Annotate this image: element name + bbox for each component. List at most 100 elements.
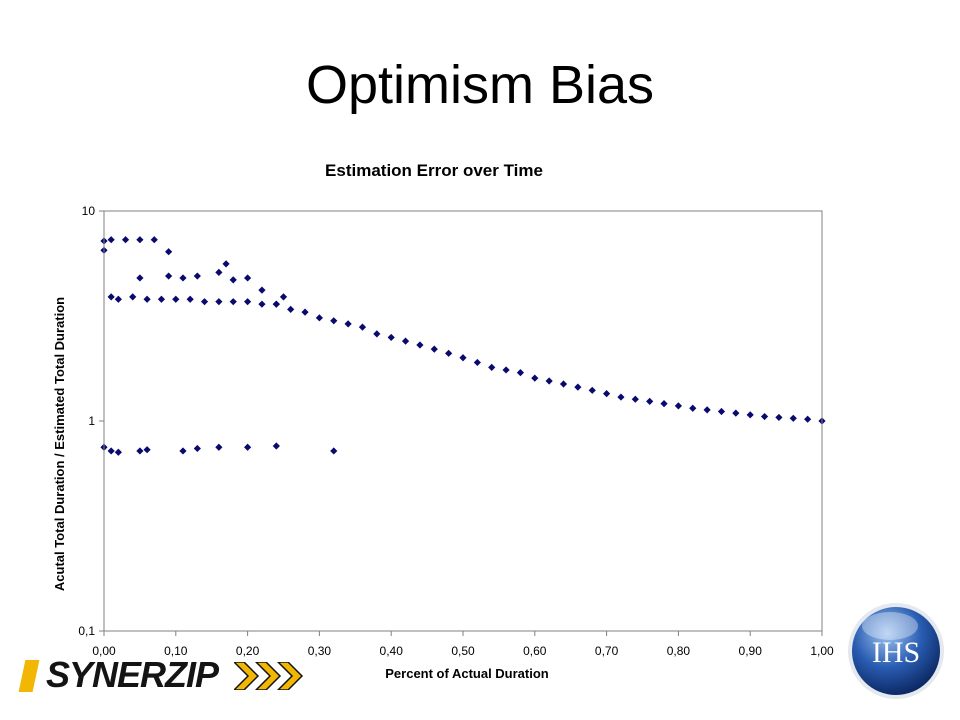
data-point <box>387 333 395 342</box>
data-point <box>703 406 711 414</box>
data-point <box>401 337 410 345</box>
data-point <box>287 305 295 313</box>
data-point <box>165 272 173 280</box>
data-point <box>473 358 481 367</box>
data-point <box>631 395 639 403</box>
data-point <box>193 444 201 453</box>
y-axis-title: Acutal Total Duration / Estimated Total … <box>52 297 67 591</box>
data-point <box>732 409 740 417</box>
data-point <box>531 374 539 382</box>
data-point <box>215 298 223 306</box>
ihs-logo-text: IHS <box>872 636 920 669</box>
data-point <box>279 293 288 301</box>
data-point <box>179 274 187 282</box>
synerzip-logo-text: SYNERZIP <box>46 654 219 695</box>
chart-title: Estimation Error over Time <box>325 161 543 180</box>
y-tick-label: 1 <box>88 414 95 428</box>
data-point <box>272 442 280 450</box>
synerzip-logo: SYNERZIP <box>18 654 304 696</box>
data-point <box>502 366 510 374</box>
data-point <box>143 295 151 303</box>
data-point <box>129 293 137 301</box>
data-point <box>646 397 654 405</box>
data-point <box>215 268 223 277</box>
data-point <box>358 323 367 331</box>
x-axis-title: Percent of Actual Duration <box>385 666 549 681</box>
data-point <box>804 415 812 423</box>
y-tick-label: 10 <box>82 204 96 218</box>
logo-bar-icon <box>18 660 40 692</box>
y-tick-label: 0,1 <box>78 624 95 638</box>
ihs-globe-icon: IHS <box>848 603 944 699</box>
data-point <box>172 295 180 303</box>
data-point <box>244 274 252 282</box>
data-point <box>603 390 611 398</box>
data-point <box>674 402 682 410</box>
data-point <box>200 298 209 306</box>
data-point <box>430 345 438 353</box>
data-point <box>588 386 596 394</box>
data-point <box>689 404 697 412</box>
x-tick-label: 0,00 <box>92 644 116 658</box>
data-point <box>157 295 166 303</box>
data-point <box>136 236 144 244</box>
data-point <box>315 314 323 322</box>
data-point <box>229 298 237 306</box>
data-point <box>330 447 338 455</box>
data-point <box>660 400 668 408</box>
data-point <box>136 447 144 455</box>
x-tick-label: 0,40 <box>380 644 404 658</box>
data-point <box>107 293 115 301</box>
x-tick-label: 0,30 <box>308 644 332 658</box>
data-point <box>165 248 173 256</box>
ihs-logo: IHS <box>846 596 946 706</box>
data-point <box>229 276 237 284</box>
data-point <box>717 407 726 416</box>
x-tick-label: 1,00 <box>810 644 834 658</box>
y-axis: 10 1 0,1 <box>78 204 104 638</box>
data-point <box>373 330 381 338</box>
x-tick-label: 0,60 <box>523 644 547 658</box>
data-point <box>215 443 223 451</box>
slide-title: Optimism Bias <box>305 55 655 115</box>
data-point <box>244 443 252 451</box>
data-point <box>222 260 230 268</box>
markers <box>100 236 826 456</box>
x-tick-label: 0,10 <box>164 644 188 658</box>
synerzip-chevrons-icon <box>234 662 304 690</box>
x-tick-label: 0,80 <box>667 644 691 658</box>
data-point <box>121 236 130 244</box>
x-tick-label: 0,90 <box>739 644 763 658</box>
x-axis: 0,00 0,10 0,20 0,30 0,40 0,50 0,60 0,70 0,80 0,90… <box>92 631 834 658</box>
plot-area <box>103 210 823 632</box>
data-point <box>114 448 122 456</box>
data-point <box>114 295 122 303</box>
data-point <box>760 412 769 421</box>
data-point <box>789 414 797 422</box>
data-point <box>545 377 553 385</box>
x-tick-label: 0,20 <box>236 644 260 658</box>
data-point <box>258 300 266 308</box>
data-point <box>559 380 568 388</box>
data-point <box>143 446 151 454</box>
data-point <box>301 308 309 316</box>
data-point <box>330 317 338 325</box>
data-point <box>617 393 625 401</box>
data-point <box>107 447 115 455</box>
data-point <box>272 300 280 308</box>
data-point <box>574 383 582 391</box>
data-point <box>344 320 352 328</box>
x-tick-label: 0,70 <box>595 644 619 658</box>
data-point <box>136 274 144 282</box>
data-point <box>179 447 187 455</box>
data-point <box>775 413 783 422</box>
data-point <box>107 236 115 244</box>
data-point <box>244 298 252 306</box>
data-point <box>258 286 266 294</box>
data-point <box>150 236 158 244</box>
data-point <box>459 354 467 362</box>
data-point <box>488 363 496 371</box>
data-point <box>416 341 424 349</box>
data-point <box>445 349 453 357</box>
